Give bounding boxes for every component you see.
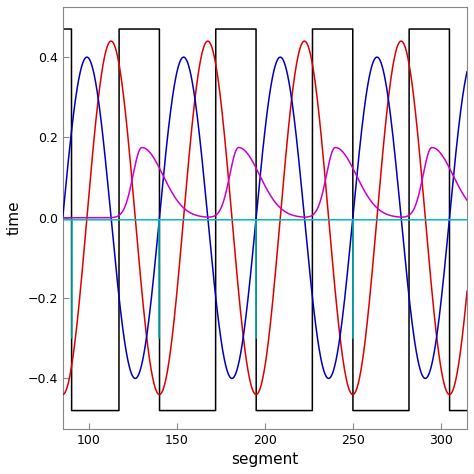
X-axis label: segment: segment — [231, 452, 299, 467]
Y-axis label: time: time — [7, 201, 22, 235]
